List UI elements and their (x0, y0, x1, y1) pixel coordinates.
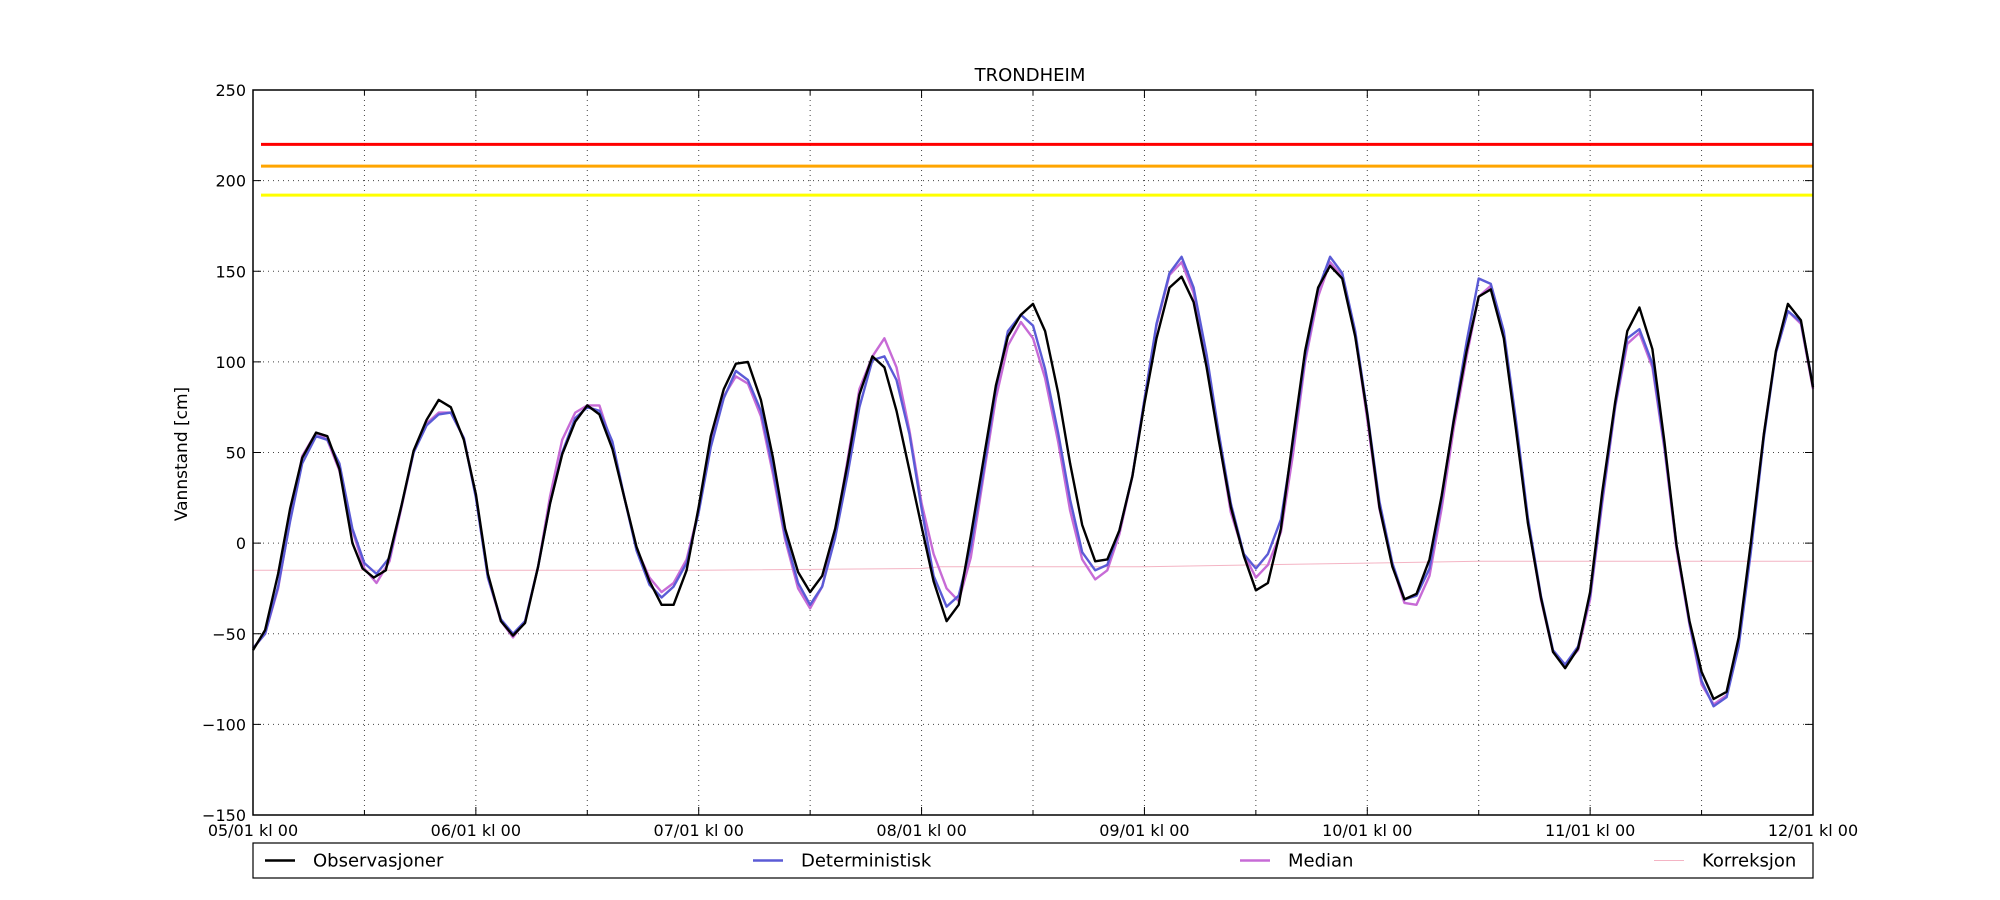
series-lines (251, 255, 1815, 708)
legend-label-korreksjon: Korreksjon (1702, 851, 1796, 872)
y-tick-label: 100 (215, 353, 246, 372)
x-tick-label: 08/01 kl 00 (876, 821, 966, 840)
y-tick-label: −50 (212, 625, 246, 644)
legend-frame (252, 842, 1814, 879)
y-tick-label: 250 (215, 81, 246, 100)
y-tick-label: 200 (215, 172, 246, 191)
x-tick-label: 10/01 kl 00 (1322, 821, 1412, 840)
y-tick-label: 0 (236, 534, 246, 553)
threshold-lines (261, 142, 1813, 197)
y-axis-label: Vannstand [cm] (172, 387, 192, 521)
y-tick-label: −100 (202, 715, 246, 734)
x-tick-label: 06/01 kl 00 (431, 821, 521, 840)
legend-label-deterministisk: Deterministisk (801, 851, 932, 872)
legend-label-observasjoner: Observasjoner (313, 851, 444, 872)
legend: Observasjoner Deterministisk Median Korreks… (252, 842, 1814, 879)
series-line-observasjoner (251, 264, 1815, 701)
x-tick-label: 07/01 kl 00 (654, 821, 744, 840)
legend-label-median: Median (1288, 851, 1353, 872)
chart-title: TRONDHEIM (974, 65, 1086, 86)
x-tick-label: 12/01 kl 00 (1768, 821, 1858, 840)
y-tick-label: −150 (202, 806, 246, 825)
x-tick-label: 05/01 kl 00 (208, 821, 298, 840)
grid-lines (252, 89, 1814, 816)
x-tick-label: 11/01 kl 00 (1545, 821, 1635, 840)
y-tick-label: 50 (226, 444, 246, 463)
x-tick-label: 09/01 kl 00 (1099, 821, 1189, 840)
y-tick-label: 150 (215, 262, 246, 281)
